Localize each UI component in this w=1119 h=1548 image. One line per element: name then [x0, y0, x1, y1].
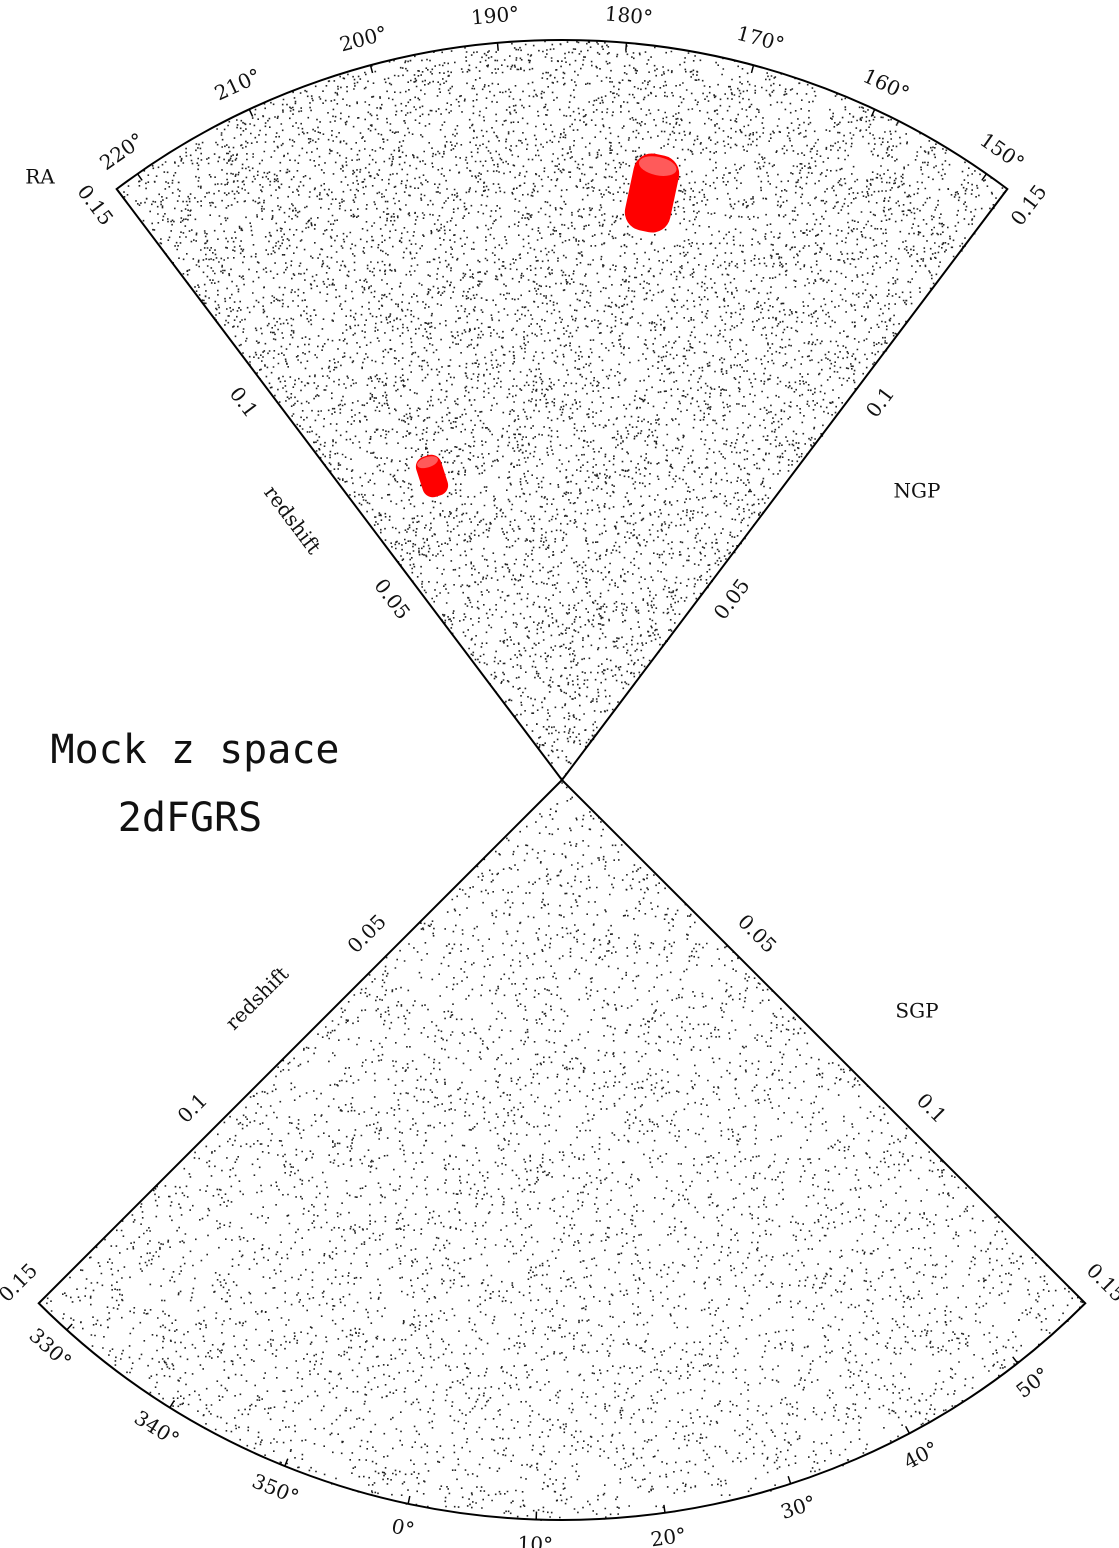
ra-tick-label: 150° [976, 128, 1029, 175]
ra-tick [626, 43, 627, 51]
ra-tick [285, 1459, 288, 1466]
redshift-tick-label: 0.05 [342, 909, 390, 957]
ra-tick [1013, 1357, 1018, 1363]
redshift-tick-label: 0.1 [912, 1088, 951, 1127]
ra-tick [138, 174, 143, 181]
ra-tick-label: 210° [211, 63, 265, 105]
redshift-axis-label: redshift [259, 481, 326, 559]
ra-tick-label: 220° [95, 128, 148, 175]
ra-tick-label: 50° [1011, 1362, 1054, 1403]
ra-tick [249, 109, 252, 116]
galaxy-texture [46, 782, 1083, 1521]
ra-tick [67, 1324, 72, 1330]
ra-tick [788, 1476, 790, 1484]
ra-tick-label: 200° [337, 21, 390, 57]
ra-tick-label: 350° [249, 1469, 303, 1509]
ra-tick-label: 20° [649, 1523, 687, 1548]
ra-tick-label: 190° [470, 1, 520, 29]
ra-axis-label: RA [25, 165, 55, 189]
title-line: 2dFGRS [118, 795, 263, 841]
redshift-tick-label: 0.15 [1006, 180, 1052, 230]
figure: Mock z space 2dFGRS 150° 160° 170° 180° 190°… [0, 0, 1119, 1548]
redshift-tick-label: 0.15 [0, 1258, 42, 1306]
redshift-tick-label: 0.05 [709, 574, 755, 624]
ra-tick [664, 1505, 665, 1513]
ra-tick [906, 1426, 910, 1433]
redshift-axis-label: redshift [220, 962, 293, 1035]
ra-tick [408, 1496, 410, 1504]
ra-tick [751, 65, 753, 73]
ra-tick-label: 180° [604, 1, 654, 29]
ra-tick-label: 10° [517, 1531, 553, 1548]
redshift-tick-label: 0.15 [1082, 1258, 1119, 1306]
redshift-tick-label: 0.1 [225, 382, 263, 422]
cylinder [621, 150, 682, 236]
ra-tick-label: 30° [778, 1490, 819, 1524]
panel-name: SGP [895, 999, 938, 1023]
ra-tick-label: 170° [734, 21, 787, 57]
redshift-tick-label: 0.05 [369, 574, 415, 624]
cylinder [413, 452, 451, 500]
redshift-tick-label: 0.1 [173, 1088, 212, 1127]
redshift-tick-label: 0.15 [73, 180, 119, 230]
redshift-tick-label: 0.05 [733, 909, 781, 957]
ra-tick-label: 160° [859, 63, 913, 105]
panel-name: NGP [894, 479, 941, 503]
ra-tick-label: 0° [389, 1514, 416, 1542]
redshift-tick-label: 0.1 [861, 382, 899, 422]
title-line: Mock z space [51, 727, 340, 773]
ra-tick [498, 43, 499, 51]
ra-tick-label: 40° [900, 1436, 943, 1474]
wedge-outline [39, 780, 1086, 1520]
